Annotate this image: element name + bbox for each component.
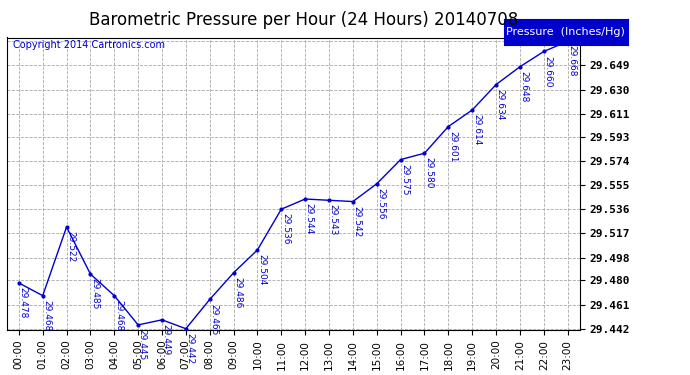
Text: 29.544: 29.544 bbox=[305, 203, 314, 234]
Pressure  (Inches/Hg) bbox=[397, 158, 405, 162]
Pressure  (Inches/Hg) bbox=[277, 207, 286, 212]
Pressure  (Inches/Hg) bbox=[86, 272, 95, 276]
Text: 29.660: 29.660 bbox=[544, 56, 553, 87]
Pressure  (Inches/Hg) bbox=[158, 318, 166, 322]
Pressure  (Inches/Hg) bbox=[373, 182, 381, 186]
Text: 29.449: 29.449 bbox=[161, 324, 170, 355]
Pressure  (Inches/Hg) bbox=[301, 197, 309, 201]
Pressure  (Inches/Hg) bbox=[540, 49, 548, 54]
Pressure  (Inches/Hg) bbox=[492, 82, 500, 87]
Pressure  (Inches/Hg) bbox=[420, 151, 428, 156]
Pressure  (Inches/Hg) bbox=[516, 64, 524, 69]
Pressure  (Inches/Hg) bbox=[564, 39, 572, 44]
Pressure  (Inches/Hg) bbox=[14, 281, 23, 285]
Text: 29.536: 29.536 bbox=[281, 213, 290, 245]
Text: 29.668: 29.668 bbox=[567, 45, 576, 77]
Text: 29.614: 29.614 bbox=[472, 114, 481, 146]
Pressure  (Inches/Hg) bbox=[444, 124, 453, 129]
Text: 29.522: 29.522 bbox=[66, 231, 75, 262]
Text: 29.445: 29.445 bbox=[138, 329, 147, 360]
Text: 29.468: 29.468 bbox=[114, 300, 123, 331]
Pressure  (Inches/Hg) bbox=[325, 198, 333, 202]
Text: 29.556: 29.556 bbox=[377, 188, 386, 219]
Pressure  (Inches/Hg) bbox=[253, 248, 262, 252]
Text: 29.542: 29.542 bbox=[353, 206, 362, 237]
Text: Barometric Pressure per Hour (24 Hours) 20140708: Barometric Pressure per Hour (24 Hours) … bbox=[89, 11, 518, 29]
Pressure  (Inches/Hg) bbox=[134, 322, 142, 327]
Text: 29.485: 29.485 bbox=[90, 278, 99, 310]
Pressure  (Inches/Hg) bbox=[62, 225, 70, 229]
Pressure  (Inches/Hg) bbox=[206, 297, 214, 302]
Text: 29.465: 29.465 bbox=[209, 304, 219, 335]
Text: Pressure  (Inches/Hg): Pressure (Inches/Hg) bbox=[506, 27, 625, 37]
Text: 29.634: 29.634 bbox=[495, 89, 505, 120]
Pressure  (Inches/Hg) bbox=[468, 108, 476, 112]
Text: 29.580: 29.580 bbox=[424, 158, 433, 189]
Pressure  (Inches/Hg) bbox=[39, 293, 47, 298]
Pressure  (Inches/Hg) bbox=[181, 327, 190, 331]
Text: 29.486: 29.486 bbox=[233, 277, 242, 308]
Text: 29.601: 29.601 bbox=[448, 131, 457, 162]
Pressure  (Inches/Hg) bbox=[110, 293, 119, 298]
Pressure  (Inches/Hg) bbox=[230, 270, 238, 275]
Pressure  (Inches/Hg) bbox=[348, 199, 357, 204]
Line: Pressure  (Inches/Hg): Pressure (Inches/Hg) bbox=[16, 39, 571, 332]
Text: 29.543: 29.543 bbox=[328, 204, 337, 236]
Text: 29.504: 29.504 bbox=[257, 254, 266, 285]
Text: 29.648: 29.648 bbox=[520, 71, 529, 102]
Text: 29.478: 29.478 bbox=[19, 287, 28, 318]
Text: 29.442: 29.442 bbox=[186, 333, 195, 364]
Text: 29.468: 29.468 bbox=[42, 300, 51, 331]
Text: Copyright 2014 Cartronics.com: Copyright 2014 Cartronics.com bbox=[12, 40, 165, 50]
Text: 29.575: 29.575 bbox=[400, 164, 409, 195]
